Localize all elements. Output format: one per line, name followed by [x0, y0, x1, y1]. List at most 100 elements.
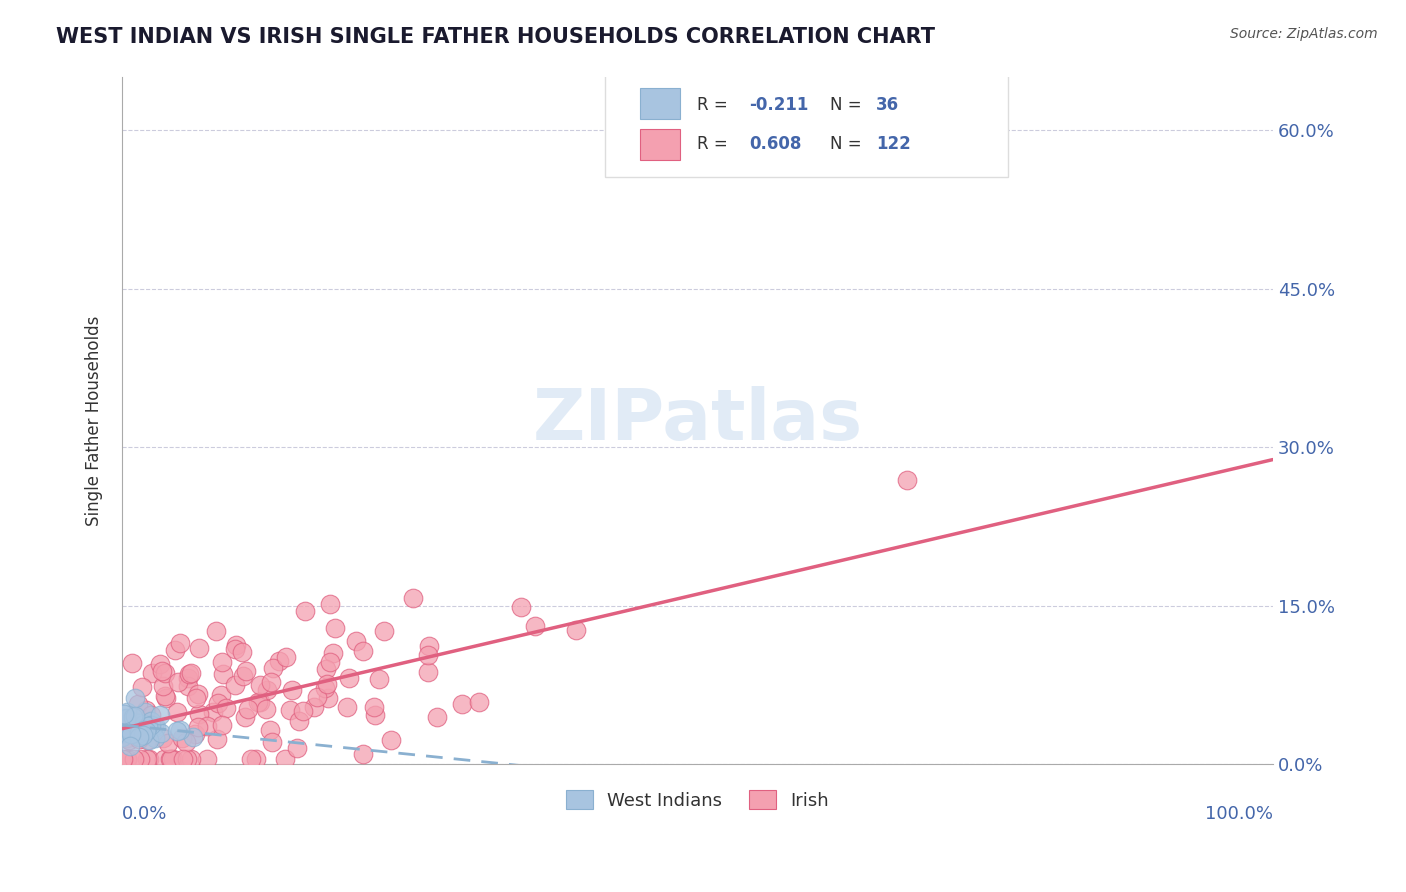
Point — [115, 705, 138, 719]
Point — [245, 752, 267, 766]
Point — [163, 643, 186, 657]
Point — [302, 699, 325, 714]
Point — [128, 731, 150, 746]
Point — [142, 719, 165, 733]
Text: 0.608: 0.608 — [749, 135, 801, 153]
Point — [418, 639, 440, 653]
Text: 122: 122 — [876, 135, 911, 153]
Point — [281, 682, 304, 697]
Point — [352, 747, 374, 762]
Point — [232, 669, 254, 683]
Point — [172, 731, 194, 746]
Point — [402, 591, 425, 605]
Point — [183, 727, 205, 741]
Point — [121, 710, 143, 724]
Point — [207, 697, 229, 711]
Point — [121, 657, 143, 671]
Point — [172, 752, 194, 766]
Point — [314, 681, 336, 695]
Point — [112, 724, 135, 739]
Point — [336, 700, 359, 714]
Point — [131, 681, 153, 695]
Point — [233, 710, 256, 724]
Point — [124, 690, 146, 705]
Point — [450, 697, 472, 711]
FancyBboxPatch shape — [640, 129, 681, 160]
Point — [117, 731, 139, 746]
Point — [249, 695, 271, 709]
Point — [187, 707, 209, 722]
Point — [319, 655, 342, 669]
Y-axis label: Single Father Households: Single Father Households — [86, 316, 103, 526]
Point — [153, 665, 176, 680]
Point — [132, 728, 155, 742]
Point — [269, 654, 291, 668]
Point — [124, 709, 146, 723]
Point — [138, 733, 160, 747]
Point — [128, 730, 150, 744]
Point — [363, 708, 385, 723]
Point — [188, 641, 211, 656]
Text: Source: ZipAtlas.com: Source: ZipAtlas.com — [1230, 27, 1378, 41]
Point — [139, 707, 162, 722]
Point — [138, 752, 160, 766]
Point — [197, 752, 219, 766]
Point — [187, 720, 209, 734]
Point — [177, 671, 200, 685]
FancyBboxPatch shape — [640, 87, 681, 119]
Point — [115, 714, 138, 728]
Text: 0.0%: 0.0% — [122, 805, 167, 823]
Point — [136, 752, 159, 766]
Point — [169, 723, 191, 738]
Point — [231, 645, 253, 659]
Point — [256, 682, 278, 697]
Point — [135, 724, 157, 739]
Point — [153, 752, 176, 766]
Point — [204, 624, 226, 638]
Point — [180, 666, 202, 681]
Point — [118, 733, 141, 747]
Point — [180, 752, 202, 766]
Point — [368, 672, 391, 686]
Point — [276, 649, 298, 664]
Point — [132, 717, 155, 731]
Point — [179, 667, 201, 681]
Point — [565, 624, 588, 638]
Point — [211, 655, 233, 669]
Text: N =: N = — [830, 96, 866, 114]
Point — [166, 723, 188, 738]
Point — [212, 667, 235, 681]
Point — [135, 714, 157, 729]
Point — [373, 624, 395, 638]
Point — [352, 644, 374, 658]
Point — [129, 752, 152, 766]
Point — [128, 719, 150, 733]
Point — [122, 721, 145, 735]
Point — [305, 690, 328, 704]
Point — [157, 736, 180, 750]
Text: WEST INDIAN VS IRISH SINGLE FATHER HOUSEHOLDS CORRELATION CHART: WEST INDIAN VS IRISH SINGLE FATHER HOUSE… — [56, 27, 935, 46]
Point — [117, 724, 139, 739]
Point — [120, 739, 142, 753]
Point — [128, 725, 150, 739]
Point — [155, 691, 177, 706]
Point — [524, 619, 547, 633]
Point — [315, 662, 337, 676]
Point — [224, 642, 246, 657]
Point — [201, 705, 224, 719]
Point — [467, 695, 489, 709]
Point — [262, 735, 284, 749]
Point — [120, 727, 142, 741]
Point — [174, 735, 197, 749]
Point — [278, 703, 301, 717]
Point — [418, 665, 440, 679]
Point — [510, 600, 533, 615]
Point — [112, 752, 135, 766]
Point — [128, 723, 150, 738]
Point — [112, 707, 135, 722]
Point — [141, 714, 163, 729]
Point — [152, 679, 174, 693]
Point — [205, 731, 228, 746]
Point — [416, 648, 439, 662]
Point — [225, 638, 247, 652]
